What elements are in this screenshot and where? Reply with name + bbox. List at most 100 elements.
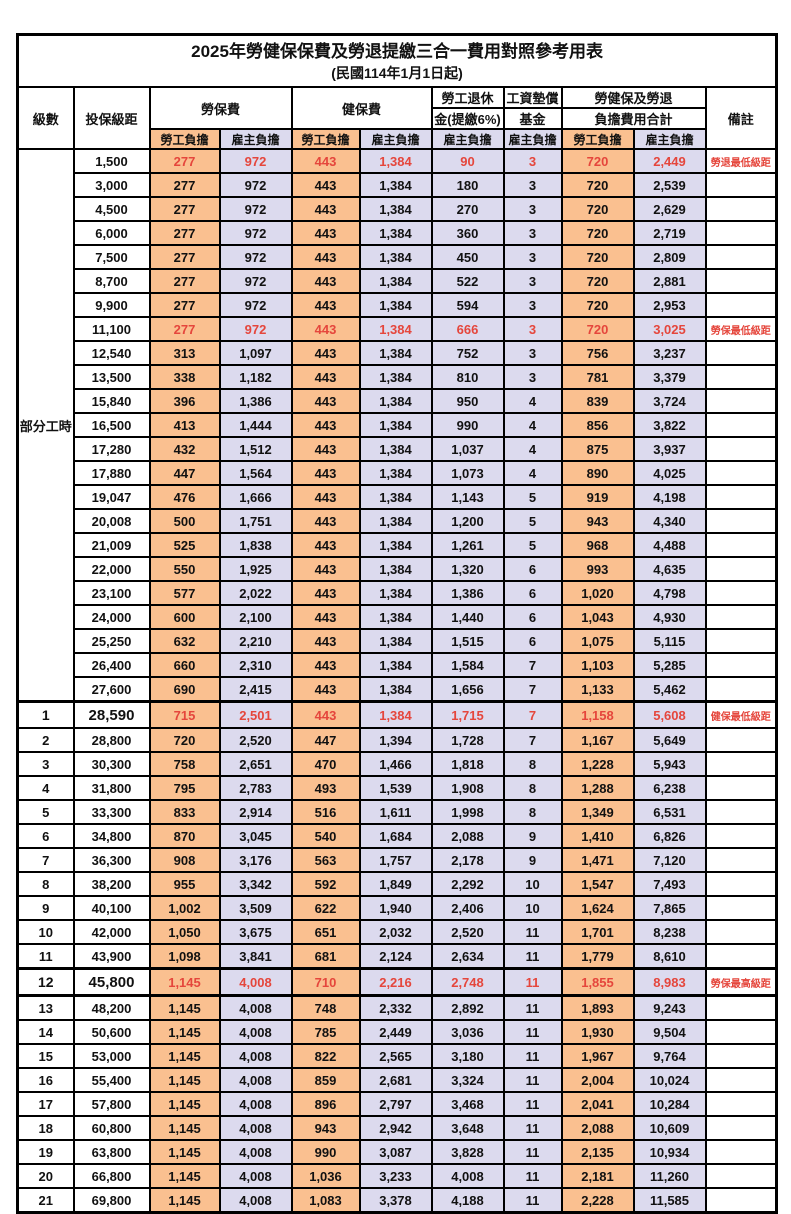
health-employer-cell: 2,681	[358, 1067, 433, 1093]
labor-employer-cell: 4,008	[218, 967, 293, 997]
labor-employee-cell: 758	[148, 751, 221, 777]
total-employee-cell: 1,020	[560, 580, 635, 606]
wage-fund-employer-cell: 3	[502, 196, 563, 222]
total-employee-cell: 781	[560, 364, 635, 390]
table-row: 17 57,800 1,145 4,008 896 2,797 3,468 11 2,041 10…	[16, 1091, 778, 1117]
health-employee-cell: 443	[290, 532, 361, 558]
remark-cell	[704, 919, 778, 945]
wage-fund-employer-cell: 3	[502, 316, 563, 342]
labor-employer-cell: 2,914	[218, 799, 293, 825]
wage-fund-employer-cell: 11	[502, 1187, 563, 1214]
table-row: 11 43,900 1,098 3,841 681 2,124 2,634 11 1,779 8,…	[16, 943, 778, 970]
total-employer-cell: 6,238	[632, 775, 707, 801]
wage-fund-employer-cell: 7	[502, 676, 563, 703]
health-employer-cell: 1,384	[358, 436, 433, 462]
bracket-cell: 6,000	[72, 220, 151, 246]
remark-cell	[704, 460, 778, 486]
table-row: 7 36,300 908 3,176 563 1,757 2,178 9 1,471 7,120	[16, 847, 778, 873]
pension-employer-cell: 4,188	[430, 1187, 505, 1214]
health-employee-cell: 443	[290, 580, 361, 606]
labor-employer-cell: 2,501	[218, 700, 293, 729]
subheader-total-employer: 雇主負擔	[632, 128, 707, 150]
bracket-cell: 48,200	[72, 994, 151, 1021]
table-row: 13 48,200 1,145 4,008 748 2,332 2,892 11 1,893 9,…	[16, 994, 778, 1021]
wage-fund-employer-cell: 10	[502, 895, 563, 921]
pension-employer-cell: 180	[430, 172, 505, 198]
pension-employer-cell: 990	[430, 412, 505, 438]
level-cell: 5	[16, 799, 75, 825]
remark-cell	[704, 580, 778, 606]
wage-fund-employer-cell: 11	[502, 1091, 563, 1117]
wage-fund-employer-cell: 3	[502, 292, 563, 318]
total-employee-cell: 919	[560, 484, 635, 510]
health-employee-cell: 785	[290, 1019, 361, 1045]
health-employee-cell: 443	[290, 196, 361, 222]
wage-fund-employer-cell: 4	[502, 436, 563, 462]
wage-fund-employer-cell: 11	[502, 1163, 563, 1189]
remark-cell	[704, 1139, 778, 1165]
remark-cell	[704, 556, 778, 582]
remark-cell	[704, 484, 778, 510]
labor-employee-cell: 277	[148, 244, 221, 270]
level-cell: 21	[16, 1187, 75, 1214]
labor-employer-cell: 3,045	[218, 823, 293, 849]
bracket-cell: 12,540	[72, 340, 151, 366]
bracket-cell: 20,008	[72, 508, 151, 534]
labor-employee-cell: 525	[148, 532, 221, 558]
bracket-cell: 24,000	[72, 604, 151, 630]
table-body: 部分工時 1,500 277 972 443 1,384 90 3 720 2,449 勞退最低級距…	[16, 148, 778, 1214]
table-row: 3,000 277 972 443 1,384 180 3 720 2,539	[18, 172, 778, 198]
labor-employee-cell: 277	[148, 196, 221, 222]
total-employee-cell: 856	[560, 412, 635, 438]
health-employer-cell: 2,797	[358, 1091, 433, 1117]
bracket-cell: 25,250	[72, 628, 151, 654]
wage-fund-employer-cell: 3	[502, 172, 563, 198]
total-employer-cell: 3,379	[632, 364, 707, 390]
health-employer-cell: 1,384	[358, 220, 433, 246]
wage-fund-employer-cell: 4	[502, 412, 563, 438]
total-employer-cell: 11,260	[632, 1163, 707, 1189]
labor-employer-cell: 3,841	[218, 943, 293, 970]
health-employee-cell: 443	[290, 292, 361, 318]
remark-cell	[704, 628, 778, 654]
total-employer-cell: 3,237	[632, 340, 707, 366]
labor-employee-cell: 550	[148, 556, 221, 582]
table-row: 部分工時 1,500 277 972 443 1,384 90 3 720 2,449 勞退最低級距	[16, 148, 778, 703]
total-employer-cell: 9,764	[632, 1043, 707, 1069]
health-employee-cell: 748	[290, 994, 361, 1021]
pension-employer-cell: 270	[430, 196, 505, 222]
labor-employer-cell: 1,444	[218, 412, 293, 438]
health-employer-cell: 1,384	[358, 196, 433, 222]
health-employer-cell: 1,384	[358, 628, 433, 654]
pension-employer-cell: 1,998	[430, 799, 505, 825]
labor-employer-cell: 972	[218, 316, 293, 342]
pension-employer-cell: 90	[430, 148, 505, 174]
health-employer-cell: 2,332	[358, 994, 433, 1021]
labor-employee-cell: 577	[148, 580, 221, 606]
remark-cell	[704, 268, 778, 294]
remark-cell	[704, 532, 778, 558]
level-group-part-time: 部分工時	[16, 148, 75, 703]
col-header-health-fee: 健保費	[290, 86, 433, 130]
pension-employer-cell: 950	[430, 388, 505, 414]
health-employer-cell: 1,466	[358, 751, 433, 777]
total-employee-cell: 1,624	[560, 895, 635, 921]
remark-cell	[704, 508, 778, 534]
col-header-remark: 備註	[704, 86, 778, 150]
pension-employer-cell: 3,468	[430, 1091, 505, 1117]
remark-cell	[704, 847, 778, 873]
labor-employer-cell: 2,651	[218, 751, 293, 777]
labor-employer-cell: 1,564	[218, 460, 293, 486]
health-employer-cell: 2,032	[358, 919, 433, 945]
labor-employer-cell: 1,838	[218, 532, 293, 558]
pension-employer-cell: 3,036	[430, 1019, 505, 1045]
bracket-cell: 28,800	[72, 727, 151, 753]
bracket-cell: 36,300	[72, 847, 151, 873]
labor-employee-cell: 396	[148, 388, 221, 414]
labor-employer-cell: 1,182	[218, 364, 293, 390]
table-row: 15 53,000 1,145 4,008 822 2,565 3,180 11 1,967 9,…	[16, 1043, 778, 1069]
total-employee-cell: 720	[560, 148, 635, 174]
table-row: 8 38,200 955 3,342 592 1,849 2,292 10 1,547 7,493	[16, 871, 778, 897]
remark-cell	[704, 799, 778, 825]
total-employee-cell: 2,228	[560, 1187, 635, 1214]
